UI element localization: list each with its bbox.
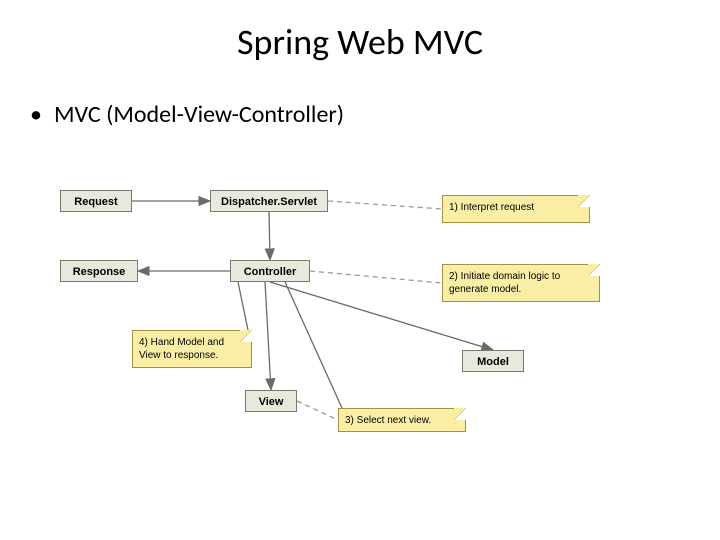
box-request: Request [60,190,132,212]
box-response: Response [60,260,138,282]
box-controller: Controller [230,260,310,282]
note-n3: 3) Select next view. [338,408,466,432]
box-view: View [245,390,297,412]
mvc-diagram: Request Dispatcher.Servlet Response Control… [50,190,670,450]
box-model: Model [462,350,524,372]
slide-title: Spring Web MVC [0,20,720,64]
bullet-item: • MVC (Model-View-Controller) [30,100,344,129]
note-n2: 2) Initiate domain logic to generate mod… [442,264,600,302]
note-n1: 1) Interpret request [442,195,590,223]
bullet-text: MVC (Model-View-Controller) [54,100,344,129]
note-n4: 4) Hand Model and View to response. [132,330,252,368]
box-dispatcher: Dispatcher.Servlet [210,190,328,212]
bullet-dot: • [30,100,42,129]
